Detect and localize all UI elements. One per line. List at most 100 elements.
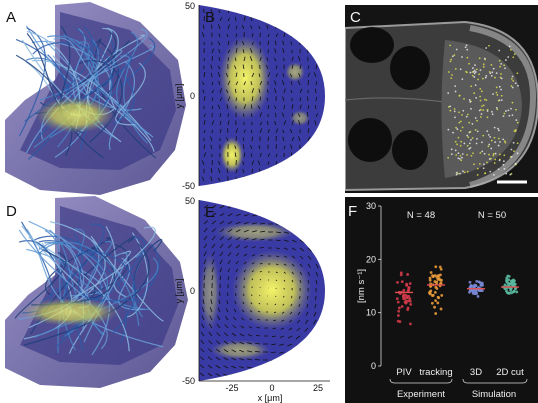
vector-arrow (235, 17, 237, 22)
data-point (396, 280, 399, 284)
vector-arrow (275, 215, 282, 217)
vector-arrow (247, 358, 253, 361)
flow-marker (465, 44, 468, 47)
vector-arrow (234, 65, 237, 70)
vector-arrow (201, 315, 205, 321)
vector-arrow (298, 303, 301, 308)
vector-arrow (315, 247, 320, 253)
flow-marker (447, 105, 450, 108)
vector-arrow (211, 204, 217, 209)
flow-marker (500, 94, 503, 97)
n-label-experiment: N = 48 (407, 210, 435, 221)
flow-marker (464, 46, 467, 49)
flow-marker (461, 78, 464, 81)
bracket-experiment (389, 378, 453, 384)
flow-marker (466, 56, 469, 59)
vector-arrow (271, 335, 277, 338)
vector-arrow (200, 339, 205, 345)
flow-marker (471, 74, 474, 77)
flow-marker (503, 112, 506, 115)
flow-marker (495, 86, 498, 89)
vector-arrow (203, 113, 206, 118)
vector-arrow (211, 228, 216, 233)
streamline (18, 229, 108, 350)
flow-marker (489, 135, 492, 138)
panel-b: 50 0 -50 y [μm] B (174, 1, 325, 191)
vector-arrow (267, 153, 271, 158)
flow-marker (481, 105, 483, 108)
vector-arrow (275, 128, 279, 134)
data-point (512, 290, 516, 293)
streamline (71, 226, 156, 300)
flow-marker (480, 141, 483, 144)
vector-arrow (315, 40, 318, 46)
vector-arrow (235, 40, 238, 46)
vector-arrow (242, 64, 245, 70)
vector-arrow (258, 145, 261, 150)
flow-marker (470, 85, 473, 88)
vector-arrow (282, 161, 285, 166)
flow-marker (453, 108, 456, 110)
vector-arrow (251, 222, 257, 225)
flow-marker (486, 161, 488, 164)
data-point (408, 299, 412, 303)
vector-arrow (259, 278, 262, 281)
vector-arrow (259, 152, 262, 158)
vector-arrow (267, 136, 270, 142)
data-point (402, 288, 406, 292)
data-point (434, 265, 438, 269)
category-label: 3D (470, 367, 482, 378)
vector-arrow (299, 177, 302, 182)
flow-marker (488, 143, 491, 146)
vector-arrow (259, 56, 262, 62)
data-point (436, 274, 440, 278)
vector-arrow (306, 168, 309, 174)
vector-arrow (298, 33, 301, 38)
vector-arrow (282, 40, 285, 46)
flow-marker (460, 140, 463, 143)
vector-arrow (281, 319, 285, 322)
vector-arrow (283, 17, 286, 22)
oocyte-flow-vectors (447, 44, 519, 176)
data-point (399, 271, 403, 275)
flow-marker (457, 152, 460, 155)
data-point (471, 290, 475, 293)
vector-arrow (314, 49, 317, 54)
vector-arrow (218, 72, 221, 78)
flow-marker (447, 92, 450, 94)
streamline (26, 228, 164, 348)
vector-arrow (203, 129, 206, 134)
vector-arrow (219, 212, 225, 217)
flow-marker (491, 71, 494, 74)
flow-marker (492, 93, 494, 96)
vector-arrow (235, 260, 239, 265)
vector-arrow (243, 253, 248, 257)
data-point (468, 280, 472, 284)
vector-arrow (211, 120, 215, 126)
flow-marker (479, 116, 482, 118)
vector-arrow (305, 311, 309, 316)
flow-marker (498, 159, 501, 162)
data-point (404, 293, 408, 297)
vector-arrow (235, 229, 241, 233)
vector-arrow (241, 309, 245, 313)
flow-marker (510, 155, 513, 158)
flow-marker (497, 168, 500, 171)
vector-arrow (283, 33, 286, 38)
vector-arrow (241, 25, 245, 30)
vector-arrow (226, 104, 229, 110)
vector-arrow (239, 374, 245, 377)
vector-arrow (307, 153, 310, 158)
vector-arrow (249, 318, 253, 321)
flow-marker (466, 113, 469, 116)
vector-arrow (283, 247, 288, 250)
vector-arrow (314, 32, 317, 38)
vector-arrow (314, 104, 317, 110)
vector-arrow (235, 33, 237, 38)
data-point (438, 278, 442, 282)
vector-arrow (299, 231, 305, 235)
flow-marker (475, 142, 478, 145)
vector-arrow (209, 307, 213, 313)
category-label: tracking (419, 367, 452, 378)
data-point (404, 300, 408, 304)
